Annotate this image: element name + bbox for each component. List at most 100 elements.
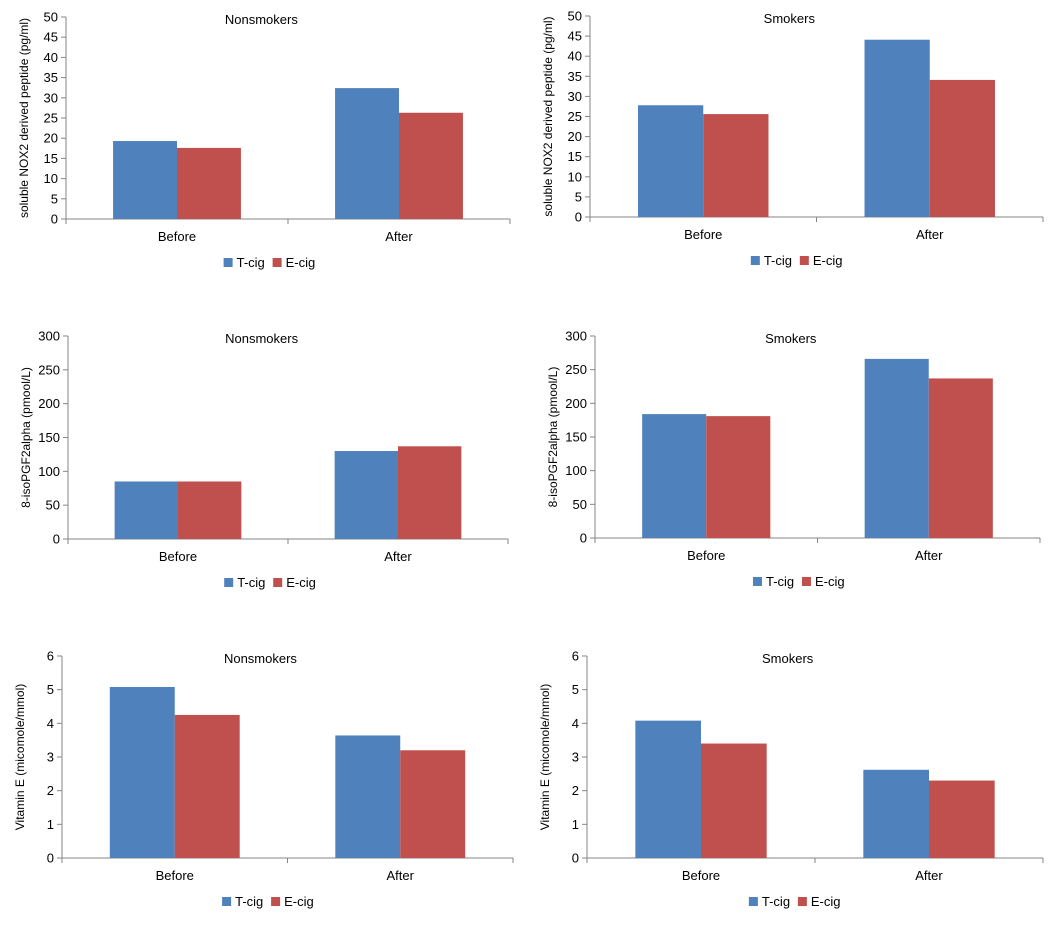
x-category-label: Before bbox=[682, 868, 720, 883]
bar-e-cig-before bbox=[701, 743, 767, 858]
legend-swatch-e-cig bbox=[797, 897, 807, 906]
chart-panel-5: Nonsmokers Vitamin E (micomole/mmol) 0 1 2 3 4… bbox=[13, 649, 514, 909]
y-tick-label: 4 bbox=[572, 716, 579, 731]
y-tick-label: 10 bbox=[568, 169, 582, 184]
legend-label: T-cig bbox=[237, 255, 265, 270]
y-tick-label: 45 bbox=[568, 29, 582, 44]
y-tick-label: 45 bbox=[44, 30, 58, 45]
x-category-label: After bbox=[387, 868, 415, 883]
y-tick-label: 2 bbox=[572, 783, 579, 798]
legend-label: E-cig bbox=[284, 894, 314, 909]
legend-swatch-e-cig bbox=[801, 577, 811, 586]
legend-swatch-e-cig bbox=[272, 258, 282, 267]
y-tick-label: 40 bbox=[44, 50, 58, 65]
y-axis-label: Vitamin E (micomole/mmol) bbox=[13, 684, 27, 830]
y-tick-label: 6 bbox=[572, 649, 579, 664]
legend-label: T-cig bbox=[235, 894, 263, 909]
y-axis-label: 8-isoPGF2alpha (pmool/L) bbox=[546, 367, 560, 508]
y-axis-label: 8-isoPGF2alpha (pmool/L) bbox=[19, 367, 33, 508]
y-tick-label: 35 bbox=[44, 70, 58, 85]
x-category-label: After bbox=[385, 229, 413, 244]
chart-title: Smokers bbox=[762, 651, 814, 666]
legend-label: E-cig bbox=[811, 894, 841, 909]
y-axis-label: soluble NOX2 derived peptide (pg/ml) bbox=[541, 16, 555, 216]
chart-title: Nonsmokers bbox=[225, 12, 298, 27]
bar-e-cig-after bbox=[400, 750, 466, 858]
bar-e-cig-before bbox=[174, 714, 240, 858]
y-tick-label: 150 bbox=[565, 430, 587, 445]
legend-swatch-t-cig bbox=[223, 258, 233, 267]
legend-swatch-t-cig bbox=[748, 897, 758, 906]
bar-e-cig-after bbox=[398, 446, 462, 539]
bar-t-cig-after bbox=[335, 88, 399, 219]
x-category-label: After bbox=[384, 549, 412, 564]
y-tick-label: 50 bbox=[44, 10, 58, 25]
y-tick-label: 100 bbox=[38, 464, 60, 479]
y-tick-label: 25 bbox=[568, 109, 582, 124]
bar-t-cig-after bbox=[335, 735, 401, 858]
bar-e-cig-after bbox=[929, 79, 995, 217]
legend-swatch-e-cig bbox=[271, 897, 281, 906]
bar-e-cig-before bbox=[706, 416, 771, 538]
legend-label: E-cig bbox=[286, 575, 316, 590]
chart-title: Nonsmokers bbox=[225, 331, 298, 346]
y-tick-label: 250 bbox=[565, 362, 587, 377]
chart-title: Smokers bbox=[764, 11, 816, 26]
y-tick-label: 300 bbox=[565, 329, 587, 344]
bar-e-cig-after bbox=[399, 112, 463, 219]
y-tick-label: 5 bbox=[51, 191, 58, 206]
bar-t-cig-before bbox=[109, 686, 175, 858]
y-tick-label: 15 bbox=[44, 151, 58, 166]
y-tick-label: 200 bbox=[38, 396, 60, 411]
y-tick-label: 3 bbox=[47, 750, 54, 765]
y-tick-label: 1 bbox=[47, 817, 54, 832]
x-category-label: After bbox=[915, 868, 943, 883]
bar-e-cig-after bbox=[929, 780, 995, 858]
bar-t-cig-after bbox=[864, 358, 929, 538]
legend-label: E-cig bbox=[286, 255, 316, 270]
y-tick-label: 50 bbox=[573, 497, 587, 512]
chart-panel-4: Smokers 8-isoPGF2alpha (pmool/L) 0 50 100 150… bbox=[546, 329, 1041, 589]
bar-t-cig-after bbox=[863, 769, 929, 858]
legend-label: T-cig bbox=[764, 253, 792, 268]
chart-panel-3: Nonsmokers 8-isoPGF2alpha (pmool/L) 0 50 100… bbox=[19, 329, 509, 590]
bar-t-cig-before bbox=[638, 105, 704, 217]
y-tick-label: 0 bbox=[580, 531, 587, 546]
bar-t-cig-after bbox=[864, 39, 930, 217]
legend-label: T-cig bbox=[237, 575, 265, 590]
y-tick-label: 30 bbox=[44, 90, 58, 105]
legend-swatch-e-cig bbox=[799, 256, 809, 265]
legend-label: E-cig bbox=[813, 253, 843, 268]
y-tick-label: 2 bbox=[47, 783, 54, 798]
bar-e-cig-before bbox=[178, 481, 242, 539]
legend-label: T-cig bbox=[766, 574, 794, 589]
chart-panel-6: Smokers Vitamin E (micomole/mmol) 0 1 2 3 4 5 6 B… bbox=[538, 649, 1044, 909]
y-tick-label: 5 bbox=[575, 189, 582, 204]
y-tick-label: 20 bbox=[568, 129, 582, 144]
y-tick-label: 20 bbox=[44, 131, 58, 146]
legend-swatch-t-cig bbox=[222, 897, 232, 906]
y-axis-label: Vitamin E (micomole/mmol) bbox=[538, 684, 552, 830]
legend-label: T-cig bbox=[762, 894, 790, 909]
y-tick-label: 1 bbox=[572, 817, 579, 832]
x-category-label: Before bbox=[684, 227, 722, 242]
y-tick-label: 35 bbox=[568, 69, 582, 84]
x-category-label: Before bbox=[158, 229, 196, 244]
x-category-label: After bbox=[915, 548, 943, 563]
y-tick-label: 10 bbox=[44, 171, 58, 186]
y-tick-label: 50 bbox=[46, 498, 60, 513]
legend-swatch-t-cig bbox=[750, 256, 760, 265]
y-tick-label: 4 bbox=[47, 716, 54, 731]
y-tick-label: 30 bbox=[568, 89, 582, 104]
y-tick-label: 5 bbox=[572, 682, 579, 697]
y-axis-label: soluble NOX2 derived peptide (pg/ml) bbox=[17, 18, 31, 218]
y-tick-label: 0 bbox=[51, 212, 58, 227]
chart-title: Nonsmokers bbox=[224, 651, 297, 666]
y-tick-label: 250 bbox=[38, 362, 60, 377]
y-tick-label: 100 bbox=[565, 463, 587, 478]
chart-title: Smokers bbox=[765, 331, 817, 346]
x-category-label: Before bbox=[159, 549, 197, 564]
y-tick-label: 15 bbox=[568, 149, 582, 164]
